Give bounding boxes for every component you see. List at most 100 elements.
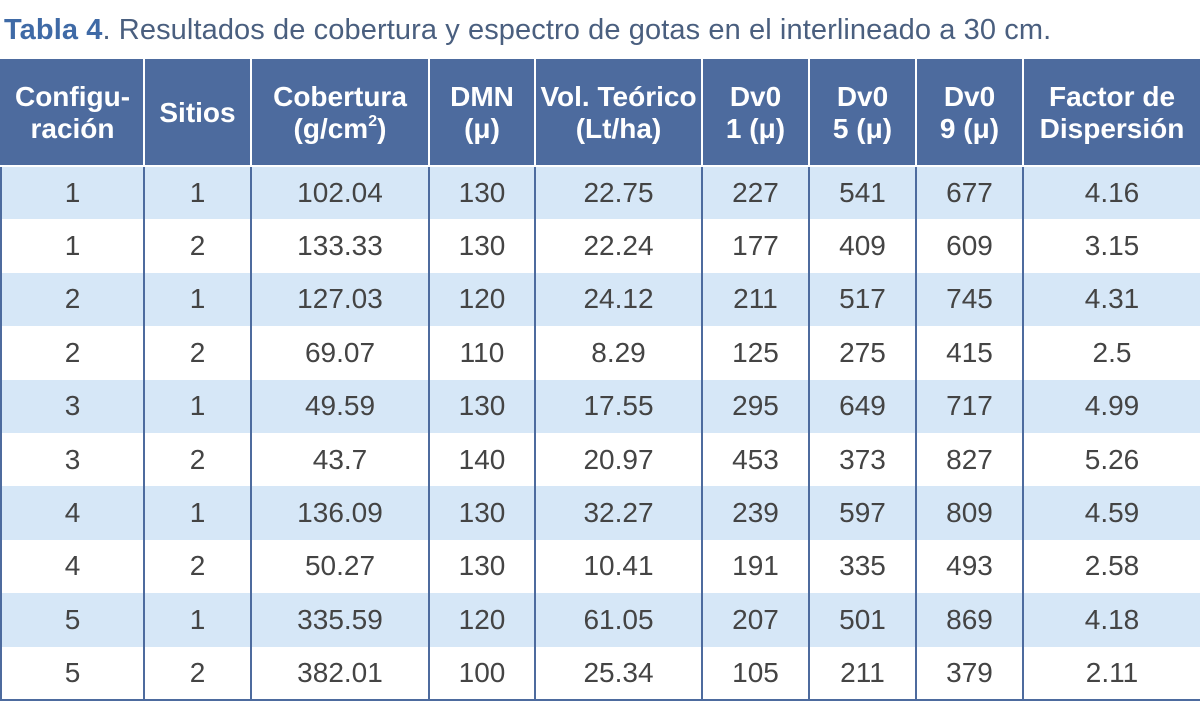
- cell-vol-teorico: 17.55: [534, 379, 703, 433]
- cell-dv01: 191: [701, 539, 810, 594]
- results-table: Configu-ración Sitios Cobertura (g/cm2) D…: [0, 59, 1200, 701]
- cell-sitios: 1: [143, 486, 252, 540]
- cell-factor-dispersion: 3.15: [1022, 219, 1200, 273]
- table-body: 1 1 102.04 130 22.75 227 541 677 4.16 1 2 133.33 130…: [0, 166, 1200, 701]
- cell-dv05: 275: [808, 326, 917, 380]
- table-row: 5 2 382.01 100 25.34 105 211 379 2.11: [0, 646, 1200, 701]
- table-row: 3 2 43.7 140 20.97 453 373 827 5.26: [0, 432, 1200, 487]
- table-row: 1 2 133.33 130 22.24 177 409 609 3.15: [0, 219, 1200, 273]
- cell-dv01: 227: [701, 166, 810, 220]
- caption-label: Tabla 4: [4, 14, 103, 46]
- table-row: 3 1 49.59 130 17.55 295 649 717 4.99: [0, 379, 1200, 433]
- cell-cobertura: 49.59: [250, 379, 430, 433]
- cell-sitios: 1: [143, 166, 252, 220]
- cell-vol-teorico: 22.24: [534, 219, 703, 273]
- cell-dmn: 130: [428, 166, 536, 220]
- cell-dv01: 211: [701, 272, 810, 327]
- table-row: 5 1 335.59 120 61.05 207 501 869 4.18: [0, 593, 1200, 647]
- cell-cobertura: 50.27: [250, 539, 430, 594]
- header-dv01: Dv0 1 (μ): [701, 59, 810, 167]
- cell-configuracion: 1: [0, 166, 145, 220]
- table-row: 4 2 50.27 130 10.41 191 335 493 2.58: [0, 539, 1200, 594]
- cell-vol-teorico: 24.12: [534, 272, 703, 327]
- cell-cobertura: 127.03: [250, 272, 430, 327]
- cell-dv09: 745: [915, 272, 1024, 327]
- cell-sitios: 2: [143, 646, 252, 701]
- header-cobertura: Cobertura (g/cm2): [250, 59, 430, 167]
- cell-cobertura: 43.7: [250, 432, 430, 487]
- cell-dv09: 717: [915, 379, 1024, 433]
- cell-factor-dispersion: 5.26: [1022, 432, 1200, 487]
- cell-dv09: 809: [915, 486, 1024, 540]
- cell-dv05: 597: [808, 486, 917, 540]
- caption-text: . Resultados de cobertura y espectro de …: [102, 14, 1052, 46]
- cell-dmn: 120: [428, 272, 536, 327]
- cell-vol-teorico: 10.41: [534, 539, 703, 594]
- cell-sitios: 2: [143, 539, 252, 594]
- cell-dmn: 130: [428, 486, 536, 540]
- cell-dmn: 100: [428, 646, 536, 701]
- cell-cobertura: 69.07: [250, 326, 430, 380]
- cell-factor-dispersion: 4.59: [1022, 486, 1200, 540]
- cell-dmn: 130: [428, 379, 536, 433]
- cell-configuracion: 5: [0, 593, 145, 647]
- cell-dv01: 295: [701, 379, 810, 433]
- cell-dmn: 120: [428, 593, 536, 647]
- cell-sitios: 2: [143, 432, 252, 487]
- cell-cobertura: 136.09: [250, 486, 430, 540]
- cell-sitios: 1: [143, 593, 252, 647]
- cell-vol-teorico: 61.05: [534, 593, 703, 647]
- cell-factor-dispersion: 4.31: [1022, 272, 1200, 327]
- cell-configuracion: 4: [0, 486, 145, 540]
- cell-dmn: 110: [428, 326, 536, 380]
- cell-vol-teorico: 32.27: [534, 486, 703, 540]
- cell-dv09: 415: [915, 326, 1024, 380]
- cell-dv05: 335: [808, 539, 917, 594]
- cell-dv05: 649: [808, 379, 917, 433]
- cell-configuracion: 3: [0, 432, 145, 487]
- cell-factor-dispersion: 4.16: [1022, 166, 1200, 220]
- table-row: 2 1 127.03 120 24.12 211 517 745 4.31: [0, 272, 1200, 327]
- cell-factor-dispersion: 2.11: [1022, 646, 1200, 701]
- cell-factor-dispersion: 4.99: [1022, 379, 1200, 433]
- cell-dv01: 125: [701, 326, 810, 380]
- header-factor-dispersion: Factor de Dispersión: [1022, 59, 1200, 167]
- cell-sitios: 2: [143, 326, 252, 380]
- cell-sitios: 1: [143, 272, 252, 327]
- cell-vol-teorico: 25.34: [534, 646, 703, 701]
- cell-dv09: 379: [915, 646, 1024, 701]
- cell-configuracion: 4: [0, 539, 145, 594]
- header-row: Configu-ración Sitios Cobertura (g/cm2) D…: [0, 59, 1200, 167]
- cell-configuracion: 2: [0, 272, 145, 327]
- header-dv09: Dv0 9 (μ): [915, 59, 1024, 167]
- cell-dmn: 130: [428, 539, 536, 594]
- cell-dv01: 239: [701, 486, 810, 540]
- cell-dmn: 130: [428, 219, 536, 273]
- cell-dv09: 677: [915, 166, 1024, 220]
- cell-factor-dispersion: 2.5: [1022, 326, 1200, 380]
- table-caption: Tabla 4. Resultados de cobertura y espec…: [4, 14, 1051, 47]
- cell-factor-dispersion: 4.18: [1022, 593, 1200, 647]
- cell-dv05: 409: [808, 219, 917, 273]
- cell-dv09: 493: [915, 539, 1024, 594]
- header-vol-teorico: Vol. Teórico (Lt/ha): [534, 59, 703, 167]
- table-row: 1 1 102.04 130 22.75 227 541 677 4.16: [0, 166, 1200, 220]
- header-sitios: Sitios: [143, 59, 252, 167]
- cell-dv01: 207: [701, 593, 810, 647]
- cell-dv05: 211: [808, 646, 917, 701]
- cell-vol-teorico: 8.29: [534, 326, 703, 380]
- cell-dv09: 827: [915, 432, 1024, 487]
- cell-dv01: 453: [701, 432, 810, 487]
- cell-dv01: 177: [701, 219, 810, 273]
- cell-dv05: 541: [808, 166, 917, 220]
- cell-sitios: 1: [143, 379, 252, 433]
- cell-configuracion: 2: [0, 326, 145, 380]
- cell-dv01: 105: [701, 646, 810, 701]
- cell-cobertura: 382.01: [250, 646, 430, 701]
- cell-dv05: 517: [808, 272, 917, 327]
- cell-dv09: 609: [915, 219, 1024, 273]
- cell-dv05: 501: [808, 593, 917, 647]
- header-dv05: Dv0 5 (μ): [808, 59, 917, 167]
- cell-cobertura: 335.59: [250, 593, 430, 647]
- cell-vol-teorico: 22.75: [534, 166, 703, 220]
